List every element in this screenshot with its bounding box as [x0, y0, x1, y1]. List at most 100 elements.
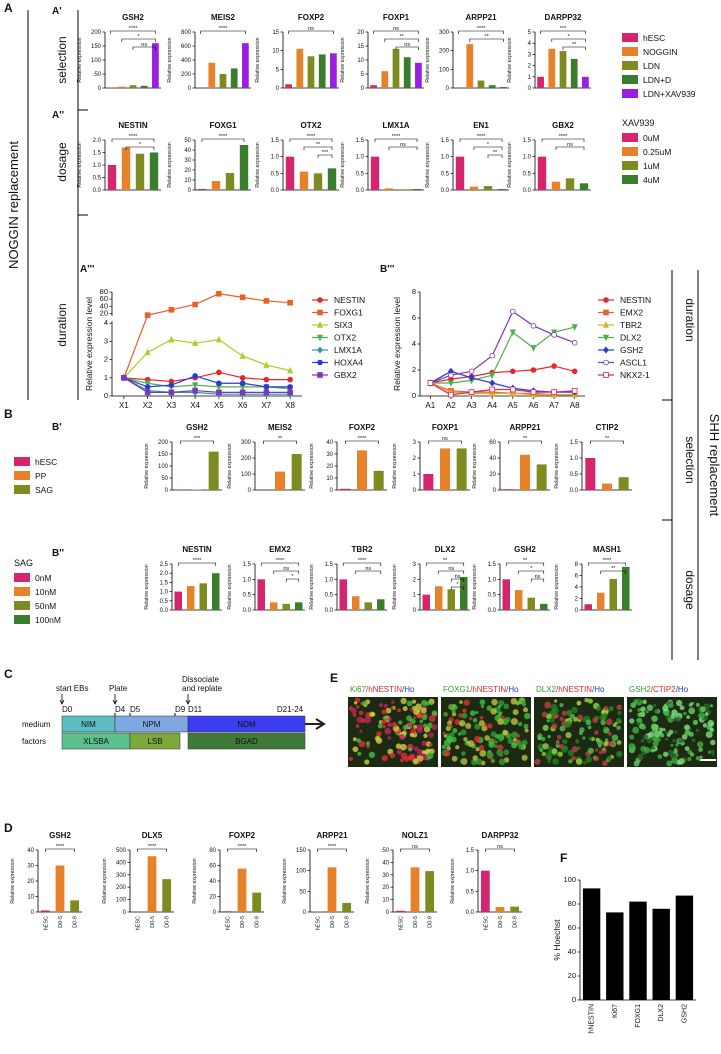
stage-label: NIM	[81, 720, 96, 729]
micrograph-cell	[523, 707, 529, 713]
y-tick-label: 0.5	[488, 593, 497, 599]
stage-label: NPM	[143, 720, 161, 729]
y-axis-label: Relative expression	[365, 858, 371, 903]
significance-bracket	[428, 440, 462, 444]
bar	[174, 591, 182, 610]
micrograph-cell	[524, 712, 531, 720]
micrograph-cell	[416, 749, 423, 756]
micrograph-cell	[469, 710, 476, 716]
marker	[239, 374, 246, 381]
significance-label: ns	[400, 142, 406, 148]
significance-bracket	[263, 440, 297, 444]
marker	[510, 308, 516, 315]
micrograph-cell	[555, 743, 560, 748]
chart-title: ARPP21	[509, 423, 541, 432]
y-tick-label: 1.5	[243, 562, 252, 568]
y-tick-label: 1.0	[466, 869, 475, 875]
chart-title: FOXP1	[383, 13, 410, 22]
marker	[192, 339, 199, 347]
micrograph-cell	[559, 744, 565, 750]
bar	[242, 43, 249, 88]
micrograph-cell	[421, 740, 427, 746]
bar	[318, 54, 326, 88]
micrograph-cell	[688, 731, 694, 737]
caption-part: /Ho	[592, 685, 605, 694]
marker	[287, 299, 293, 306]
significance-label: *	[568, 34, 571, 40]
micrograph-cell	[446, 735, 454, 743]
y-axis-label: Relative expression	[192, 858, 198, 903]
y-tick-label: 1.5	[523, 138, 532, 144]
micrograph-cell	[524, 728, 529, 733]
micrograph-cell	[644, 747, 651, 754]
micrograph-cell	[616, 704, 622, 710]
micrograph-cell	[460, 729, 467, 736]
micrograph-cell	[557, 751, 563, 757]
legend-label: FOXG1	[334, 308, 363, 318]
significance-label: *	[530, 566, 533, 572]
significance-label: **	[493, 150, 498, 156]
y-tick-label: 20	[382, 885, 389, 891]
micrograph-cell	[398, 720, 403, 725]
micrograph-cell	[541, 751, 546, 757]
chart-title: EN1	[473, 121, 489, 130]
significance-bracket	[458, 30, 504, 34]
bar	[415, 62, 422, 88]
micrograph-cell	[396, 749, 403, 755]
bar	[606, 912, 624, 1000]
micrograph-cell	[446, 746, 451, 751]
micrograph-cell	[646, 738, 652, 744]
micrograph-cell	[387, 717, 392, 722]
bar	[579, 183, 589, 190]
micrograph-cell	[431, 724, 438, 730]
y-tick-label: 30	[382, 873, 389, 879]
x-tick-label: GSH2	[681, 1004, 688, 1023]
y-tick-label: 30	[184, 158, 191, 164]
y-axis-label: Relative expression	[77, 37, 83, 82]
micrograph-cell	[595, 737, 600, 742]
y-tick-label: 2	[104, 355, 108, 364]
bar	[357, 450, 367, 490]
y-axis-label: Relative expression	[309, 443, 315, 488]
marker	[427, 380, 434, 386]
y-tick-label: 100	[91, 58, 102, 64]
row-label: factors	[22, 737, 46, 746]
significance-label: ****	[477, 26, 486, 32]
y-tick-label: 4	[575, 585, 579, 591]
micrograph-cell	[556, 741, 560, 745]
y-tick-label: 300	[241, 440, 252, 446]
micrograph-cell	[663, 703, 667, 708]
y-tick-label: 0.5	[243, 593, 252, 599]
x-tick-label: X6	[238, 401, 248, 410]
micrograph-cell	[611, 734, 619, 741]
y-tick-label: 10	[382, 898, 389, 904]
y-tick-label: 0	[446, 86, 450, 92]
micrograph-cell	[678, 758, 685, 765]
micrograph-cell	[616, 740, 622, 745]
marker	[571, 368, 578, 375]
micrograph-cell	[409, 708, 414, 712]
series-line	[123, 371, 291, 383]
y-tick-label: 1.5	[160, 580, 169, 586]
bar	[618, 477, 629, 490]
y-tick-label: 2.0	[160, 571, 169, 577]
significance-bracket	[125, 146, 155, 150]
micrograph-cell	[458, 719, 466, 727]
significance-label: **	[523, 436, 528, 442]
stage-label: NDM	[237, 720, 256, 729]
micrograph-cell	[552, 714, 558, 720]
micrograph-cell	[350, 708, 357, 715]
legend-label: 4uM	[643, 175, 660, 185]
micrograph-cell	[633, 760, 640, 767]
micrograph-cell	[352, 737, 357, 742]
event-label: and replate	[182, 684, 223, 693]
significance-label: ****	[129, 26, 138, 32]
y-tick-label: 40	[568, 947, 576, 956]
x-tick-label: D0-5	[58, 916, 64, 928]
significance-bracket	[540, 30, 586, 34]
y-tick-label: 15	[272, 30, 279, 36]
bar	[219, 74, 227, 88]
micrograph-cell	[443, 750, 451, 757]
micrograph-cell	[491, 698, 498, 706]
micrograph-cell	[659, 727, 664, 732]
